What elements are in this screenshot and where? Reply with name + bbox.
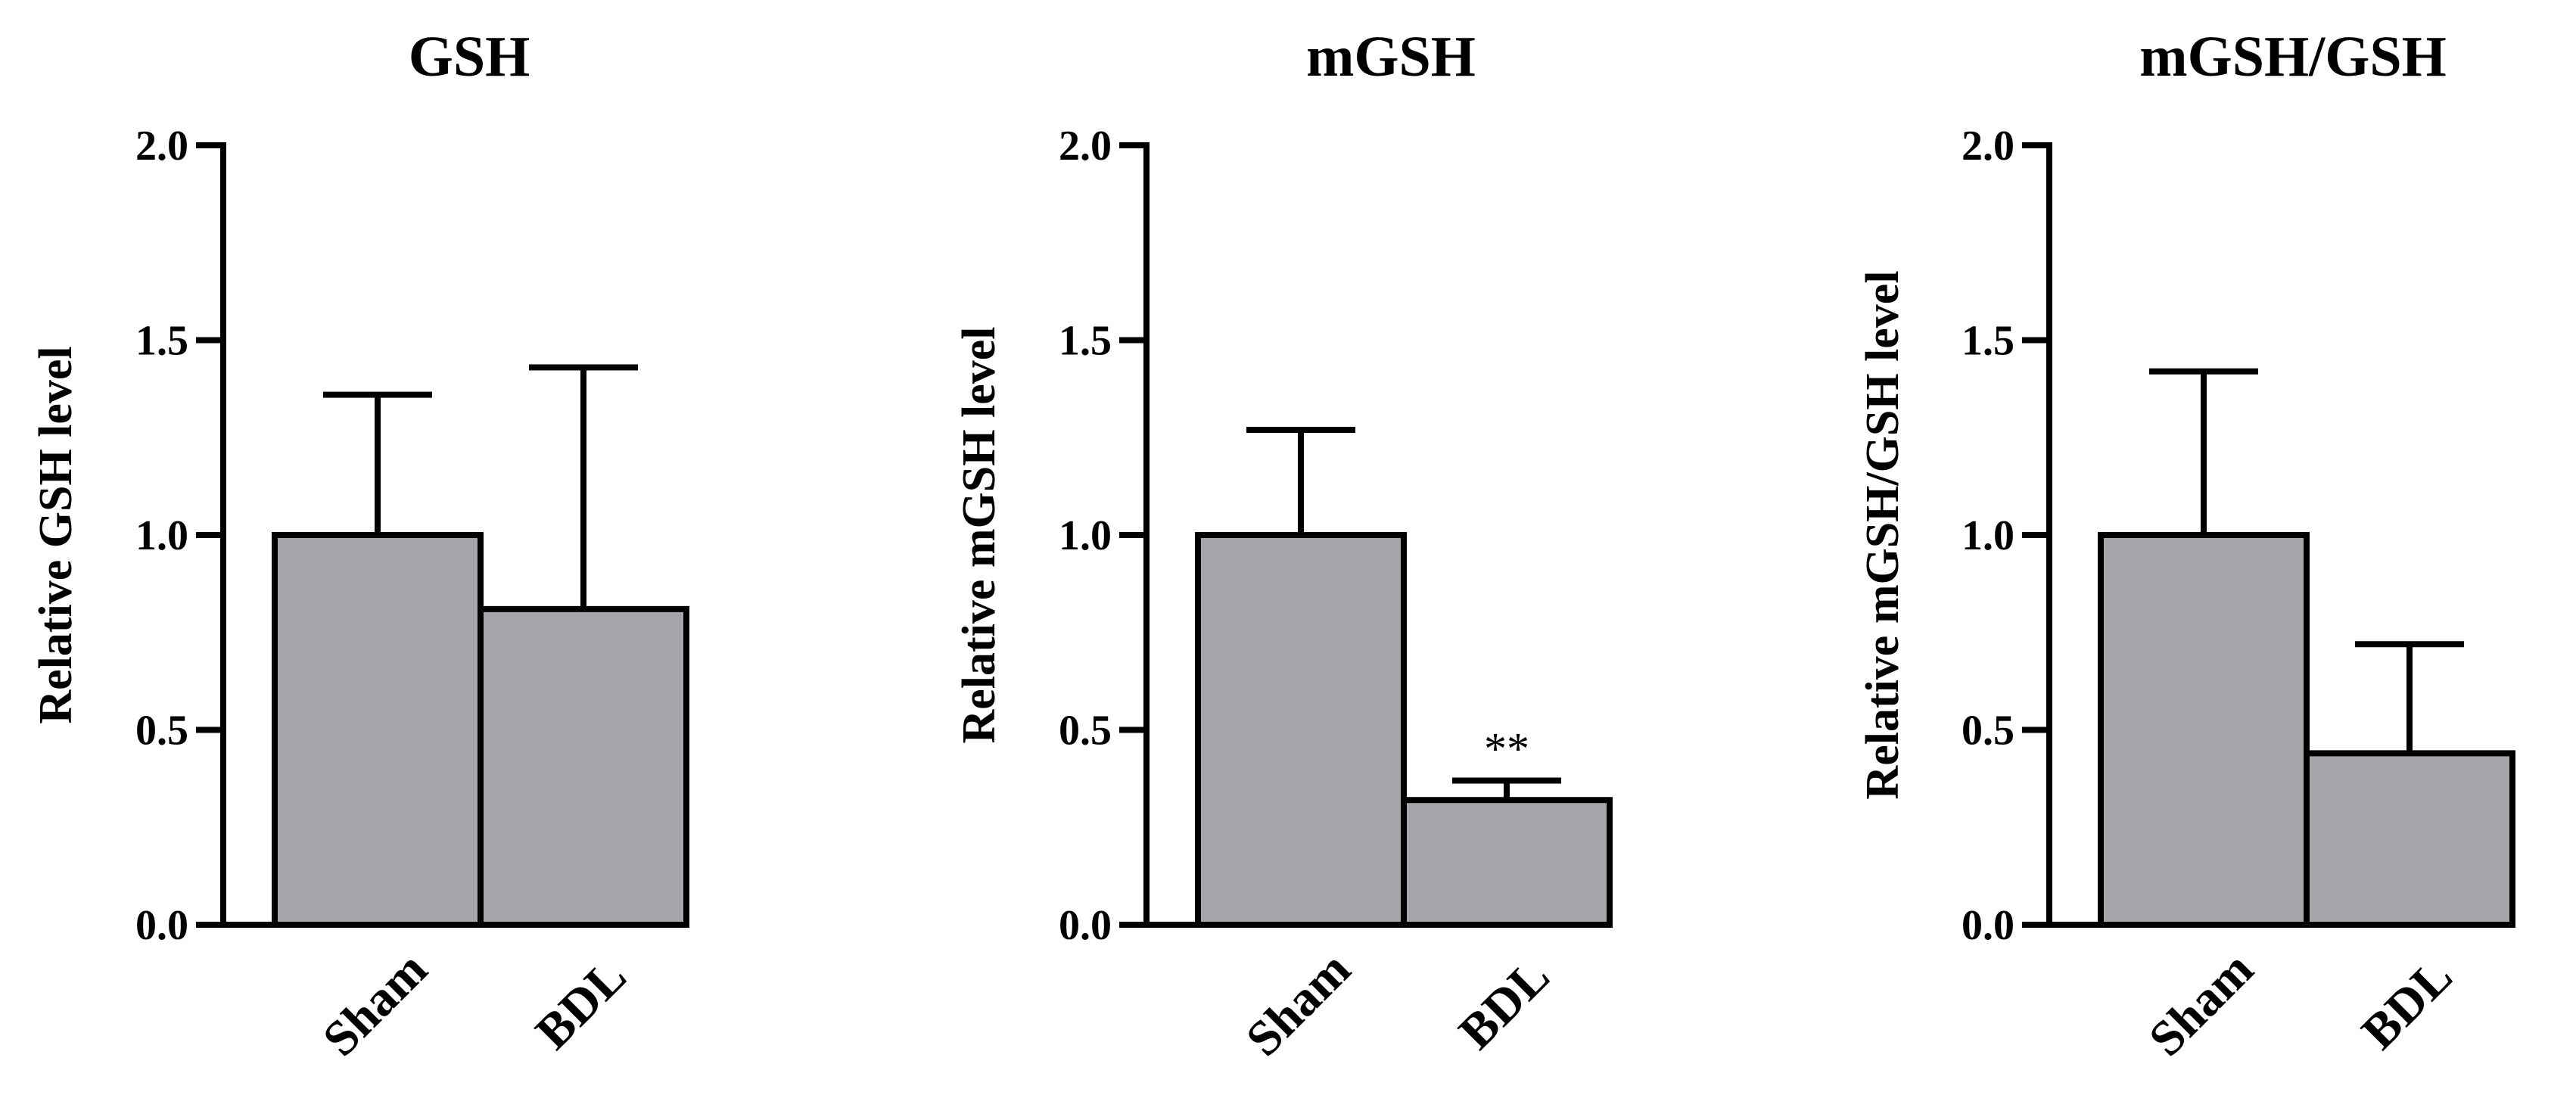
bar-bdl	[478, 605, 689, 928]
x-tick-label: Sham	[1236, 941, 1361, 1067]
y-axis-label: Relative GSH level	[30, 346, 82, 723]
y-tick-label: 2.0	[1962, 123, 2014, 170]
y-tick-label: 1.0	[1962, 512, 2014, 559]
y-tick-label: 1.5	[135, 318, 188, 365]
x-tick-label: BDL	[2351, 948, 2463, 1060]
bar-sham	[2098, 532, 2310, 928]
chart-title: mGSH	[1306, 25, 1476, 89]
x-tick-label: BDL	[525, 948, 637, 1060]
y-tick-label: 2.0	[1059, 123, 1112, 170]
y-tick-label: 1.5	[1059, 318, 1112, 365]
significance-label: **	[1484, 723, 1529, 773]
bar-bdl	[1401, 797, 1613, 928]
y-axis-label: Relative mGSH/GSH level	[1857, 270, 1909, 799]
y-tick-label: 0.5	[1962, 708, 2014, 754]
y-tick-label: 0.0	[1962, 902, 2014, 949]
y-axis-label: Relative mGSH level	[954, 327, 1005, 744]
bar-sham	[1195, 532, 1407, 928]
y-tick-label: 2.0	[135, 123, 188, 170]
chart-panel-1: GSH Relative GSH level Sham BDL 0.0 0.5 1.0 1.5…	[30, 25, 689, 1067]
x-tick-label: Sham	[313, 941, 438, 1067]
bar-bdl	[2304, 750, 2515, 929]
chart-panel-3: mGSH/GSH Relative mGSH/GSH level Sham BDL 0.…	[1857, 25, 2515, 1067]
bar-sham	[272, 532, 484, 928]
chart-panel-2: mGSH Relative mGSH level Sham ** BDL 0.0 0.5 1.…	[954, 25, 1613, 1067]
y-tick-label: 0.0	[135, 902, 188, 949]
x-tick-label: BDL	[1448, 948, 1560, 1060]
y-tick-label: 0.5	[1059, 708, 1112, 754]
y-tick-label: 0.5	[135, 708, 188, 754]
x-tick-label: Sham	[2139, 941, 2264, 1067]
chart-title: GSH	[409, 25, 530, 89]
y-tick-label: 1.5	[1962, 318, 2014, 365]
y-tick-label: 0.0	[1059, 902, 1112, 949]
y-tick-label: 1.0	[1059, 512, 1112, 559]
chart-title: mGSH/GSH	[2139, 25, 2446, 89]
y-tick-label: 1.0	[135, 512, 188, 559]
